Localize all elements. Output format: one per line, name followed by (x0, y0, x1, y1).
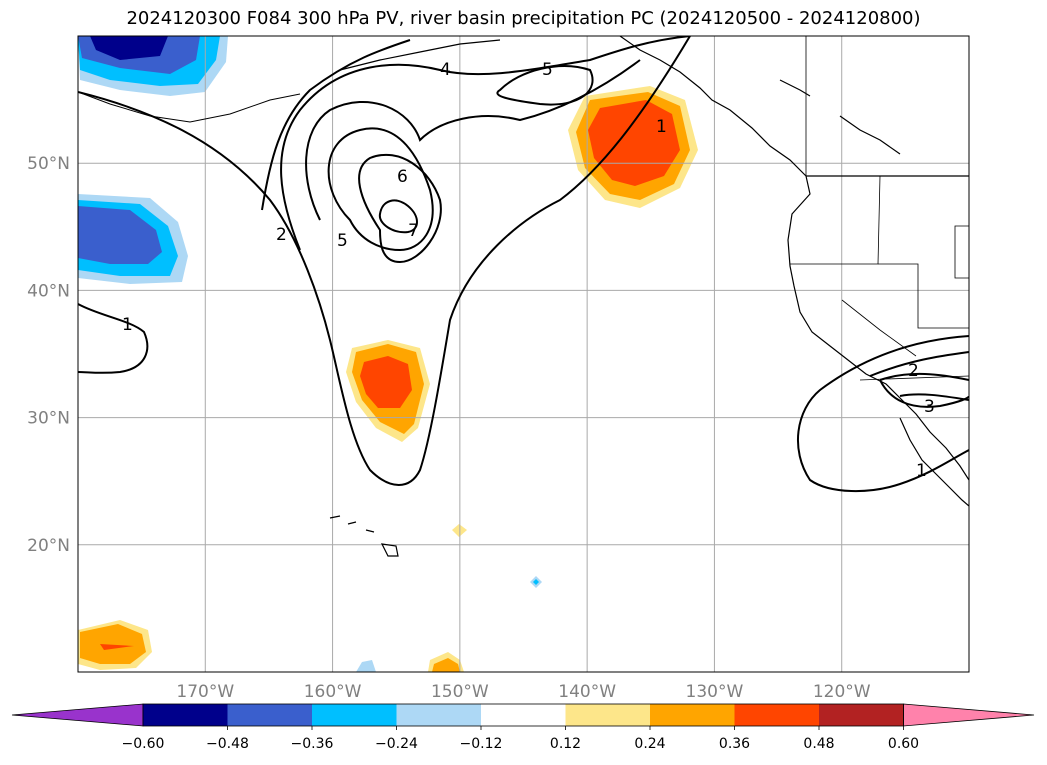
colorbar-tick-label: −0.48 (206, 736, 249, 752)
colorbar-segment (565, 704, 650, 726)
colorbar-tick-label: 0.48 (803, 736, 834, 752)
positive-anomaly-northeast (568, 86, 698, 208)
longitude-tick-label: 130°W (686, 682, 744, 702)
longitude-tick-label: 120°W (813, 682, 871, 702)
contour-label: 1 (916, 461, 927, 481)
map-plot-area: 1 2 4 5 5 6 7 1 1 2 3 (78, 36, 969, 672)
negative-anomaly-west (78, 194, 188, 284)
contour-label: 2 (908, 361, 919, 381)
colorbar-tick-label: −0.12 (460, 736, 503, 752)
longitude-tick-label: 150°W (431, 682, 489, 702)
latitude-tick-label: 20°N (27, 536, 70, 556)
colorbar (11, 703, 1035, 727)
latitude-tick-label: 30°N (27, 409, 70, 429)
contour-label: 5 (542, 60, 553, 80)
negative-anomaly-south-edge (356, 660, 376, 672)
map-frame (77, 35, 970, 673)
pv-contour-labels: 1 2 4 5 5 6 7 1 1 2 3 (122, 60, 935, 481)
contour-label: 1 (122, 315, 133, 335)
colorbar-segment (650, 704, 735, 726)
colorbar-tick-label: −0.60 (122, 736, 165, 752)
contour-label: 5 (337, 231, 348, 251)
colorbar-frame (142, 703, 904, 727)
latitude-tick-label: 50°N (27, 154, 70, 174)
colorbar-extend-min (11, 703, 144, 727)
colorbar-segment (734, 704, 819, 726)
positive-anomaly-central (346, 340, 430, 442)
contour-label: 4 (440, 60, 451, 80)
coastlines (78, 36, 969, 557)
contour-label: 7 (408, 221, 419, 241)
colorbar-tick-label: −0.36 (291, 736, 334, 752)
longitude-tick-label: 160°W (304, 682, 362, 702)
colorbar-tick-label: 0.36 (719, 736, 750, 752)
latitude-labels: 50°N 40°N 30°N 20°N (27, 154, 70, 556)
colorbar-segment (819, 704, 904, 726)
latitude-tick-label: 40°N (27, 281, 70, 301)
pv-contours (78, 36, 969, 492)
colorbar-segment (312, 704, 397, 726)
map-title: 2024120300 F084 300 hPa PV, river basin … (126, 8, 921, 29)
colorbar-segment (227, 704, 312, 726)
colorbar-tick-label: 0.12 (550, 736, 581, 752)
colorbar-extend-max (903, 703, 1035, 727)
longitude-tick-label: 170°W (176, 682, 234, 702)
colorbar-tick-label: 0.60 (888, 736, 919, 752)
colorbar-segment (481, 704, 566, 726)
precipitation-shading (78, 36, 698, 672)
contour-label: 2 (276, 225, 287, 245)
colorbar-segment (396, 704, 481, 726)
colorbar-segment (143, 704, 228, 726)
negative-anomaly-top (78, 36, 228, 96)
longitude-labels: 170°W 160°W 150°W 140°W 130°W 120°W (176, 682, 870, 702)
map-background (78, 36, 969, 672)
contour-label: 6 (397, 167, 408, 187)
colorbar-tick-label: 0.24 (634, 736, 665, 752)
colorbar-tick-label: −0.24 (375, 736, 418, 752)
gridlines (78, 36, 969, 672)
contour-label: 1 (656, 117, 667, 137)
longitude-tick-label: 140°W (558, 682, 616, 702)
colorbar-tick-labels: −0.60 −0.48 −0.36 −0.24 −0.12 0.12 0.24 0.36 0.4… (122, 726, 919, 752)
positive-anomaly-southwest (78, 620, 152, 670)
contour-label: 3 (924, 397, 935, 417)
